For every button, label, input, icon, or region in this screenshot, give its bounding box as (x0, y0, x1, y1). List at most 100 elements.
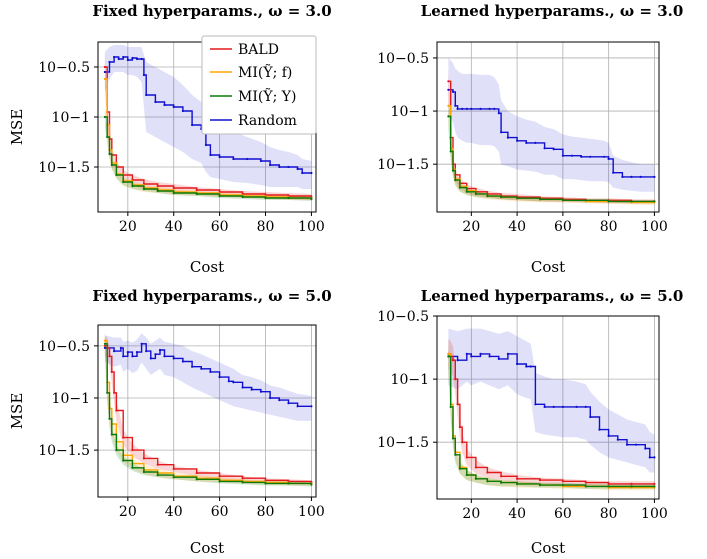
x-tick-label: 20 (462, 506, 480, 522)
data-point (607, 485, 610, 488)
data-point (447, 104, 450, 107)
data-point (449, 150, 452, 153)
x-tick-label: 100 (641, 219, 668, 235)
series-layer (103, 325, 313, 487)
data-point (470, 355, 473, 358)
data-point (538, 479, 542, 482)
data-point (135, 351, 139, 354)
y-tick-label: 10−1 (52, 110, 90, 126)
band-random (448, 328, 655, 473)
data-point (259, 159, 262, 163)
panel-title: Fixed hyperparams., ω = 5.0 (92, 287, 331, 305)
data-point (204, 143, 207, 147)
data-point (103, 65, 106, 69)
data-point (598, 428, 601, 431)
data-point (493, 107, 496, 110)
data-point (454, 104, 457, 107)
panel-fixed-omega-5: Fixed hyperparams., ω = 5.0 20 40 60 80 100 1… (8, 287, 332, 557)
data-point (172, 467, 175, 470)
data-point (287, 482, 290, 485)
data-point (447, 355, 450, 358)
data-point (500, 481, 503, 484)
data-point (653, 485, 656, 488)
band-mi-y-y- (448, 102, 655, 204)
data-point (103, 115, 106, 119)
legend: BALD MI(Ỹ; f) MI(Ỹ; Y) Random (201, 35, 317, 135)
panel-title: Learned hyperparams., ω = 3.0 (421, 2, 684, 20)
legend-label-random: Random (238, 113, 297, 129)
data-point (145, 93, 148, 97)
data-point (296, 405, 299, 408)
data-point (497, 357, 500, 360)
data-point (506, 136, 509, 139)
x-tick-label: 60 (211, 504, 229, 520)
data-point (451, 437, 455, 440)
data-point (278, 165, 281, 169)
data-point (589, 415, 592, 419)
x-tick-label: 100 (641, 506, 668, 522)
data-point (616, 438, 619, 441)
data-point (113, 55, 116, 59)
data-point (653, 482, 656, 485)
data-point (103, 339, 106, 342)
data-point (500, 131, 503, 134)
data-point (506, 352, 509, 355)
data-point (465, 456, 468, 459)
data-point (516, 482, 519, 485)
series-line-mi-y-y- (104, 343, 313, 485)
data-point (456, 107, 459, 110)
data-point (561, 199, 565, 202)
data-point (538, 198, 542, 201)
x-tick-label: 40 (165, 219, 183, 235)
data-point (103, 344, 106, 347)
data-point (454, 179, 457, 182)
x-tick-label: 40 (508, 506, 526, 522)
data-point (447, 88, 450, 91)
data-point (648, 456, 651, 459)
data-point (529, 365, 532, 368)
data-point (287, 196, 290, 200)
data-point (552, 148, 555, 151)
data-point (287, 165, 290, 169)
data-point (296, 167, 299, 171)
data-point (209, 153, 212, 157)
data-point (310, 405, 313, 408)
data-point (458, 186, 461, 189)
data-point (538, 484, 542, 487)
data-point (653, 175, 656, 178)
data-point (630, 482, 633, 485)
data-point (140, 342, 143, 345)
data-point (607, 200, 610, 203)
data-point (607, 434, 610, 437)
y-axis-label: MSE (8, 393, 26, 430)
data-point (458, 467, 461, 470)
data-point (486, 195, 489, 198)
data-point (156, 184, 159, 188)
x-axis-label: Cost (190, 258, 224, 276)
data-point (200, 367, 203, 370)
data-point (142, 73, 145, 77)
data-point (142, 457, 145, 460)
x-tick-label: 60 (554, 506, 572, 522)
data-point (451, 169, 455, 172)
series-layer (447, 57, 656, 205)
data-point (181, 360, 184, 363)
data-point (218, 480, 221, 483)
data-point (108, 152, 111, 156)
data-point (191, 365, 194, 368)
data-point (163, 103, 166, 107)
data-point (454, 378, 457, 381)
data-point (149, 357, 152, 360)
data-point (241, 195, 244, 199)
data-point (607, 482, 610, 485)
data-point (172, 105, 175, 109)
data-point (534, 403, 537, 406)
data-point (110, 370, 113, 373)
data-point (584, 405, 587, 408)
data-point (451, 90, 455, 93)
data-point (218, 376, 221, 379)
x-tick-label: 20 (462, 219, 480, 235)
data-point (142, 187, 145, 191)
x-tick-label: 20 (119, 504, 137, 520)
